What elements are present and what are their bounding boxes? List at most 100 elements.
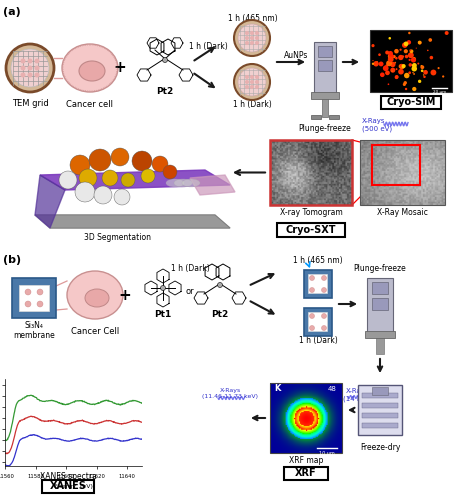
Bar xyxy=(317,46,331,57)
Text: +: + xyxy=(113,60,126,76)
Text: Cancer cell: Cancer cell xyxy=(66,100,113,109)
Text: Cryo-SIM: Cryo-SIM xyxy=(385,97,435,107)
Circle shape xyxy=(309,326,314,330)
Circle shape xyxy=(37,289,43,295)
Circle shape xyxy=(409,50,413,53)
Text: Plunge-freeze: Plunge-freeze xyxy=(298,124,351,133)
Circle shape xyxy=(244,75,248,79)
Text: AuNPs: AuNPs xyxy=(283,50,308,59)
Circle shape xyxy=(384,64,387,67)
Text: K: K xyxy=(273,384,280,393)
Circle shape xyxy=(389,57,391,58)
Circle shape xyxy=(249,85,253,89)
Bar xyxy=(371,282,387,294)
Circle shape xyxy=(398,64,403,68)
Circle shape xyxy=(411,57,415,61)
Bar xyxy=(313,42,335,94)
Circle shape xyxy=(141,169,155,183)
Circle shape xyxy=(401,56,403,58)
Circle shape xyxy=(254,85,258,89)
Circle shape xyxy=(309,288,314,292)
Circle shape xyxy=(244,41,248,45)
Circle shape xyxy=(399,48,401,51)
Circle shape xyxy=(389,68,394,72)
Text: XRF: XRF xyxy=(294,468,316,478)
Circle shape xyxy=(403,42,408,46)
Circle shape xyxy=(388,37,390,40)
Bar xyxy=(317,60,331,71)
Text: 1 h (Dark): 1 h (Dark) xyxy=(188,42,227,51)
Circle shape xyxy=(233,64,269,100)
Circle shape xyxy=(399,65,404,70)
Bar xyxy=(307,312,326,331)
Text: 10 µm: 10 µm xyxy=(318,451,334,456)
Bar xyxy=(375,336,383,354)
Ellipse shape xyxy=(79,61,105,81)
Ellipse shape xyxy=(85,289,109,307)
Bar xyxy=(371,298,387,310)
Text: 48: 48 xyxy=(328,386,336,392)
Circle shape xyxy=(162,165,177,179)
Circle shape xyxy=(429,56,432,59)
Circle shape xyxy=(217,282,222,288)
Ellipse shape xyxy=(174,179,192,187)
Circle shape xyxy=(401,42,407,48)
Circle shape xyxy=(410,58,415,62)
Circle shape xyxy=(387,56,393,62)
Circle shape xyxy=(244,85,248,89)
Circle shape xyxy=(407,72,410,74)
Circle shape xyxy=(249,80,253,84)
Text: 1 h (465 nm): 1 h (465 nm) xyxy=(293,256,342,265)
Circle shape xyxy=(102,170,118,186)
Bar xyxy=(321,97,327,117)
Circle shape xyxy=(441,76,443,78)
Circle shape xyxy=(422,76,425,78)
Polygon shape xyxy=(35,175,65,228)
Circle shape xyxy=(378,62,383,66)
Text: Si₃N₄
membrane: Si₃N₄ membrane xyxy=(13,321,55,340)
Circle shape xyxy=(412,73,414,75)
Circle shape xyxy=(254,75,258,79)
Bar xyxy=(361,413,397,418)
Text: X-ray Tomogram: X-ray Tomogram xyxy=(279,208,342,217)
Circle shape xyxy=(426,50,428,51)
Circle shape xyxy=(411,72,413,74)
Circle shape xyxy=(387,54,393,59)
Circle shape xyxy=(25,289,31,295)
Circle shape xyxy=(420,66,423,69)
Circle shape xyxy=(89,149,111,171)
Bar xyxy=(380,96,440,108)
Bar xyxy=(366,278,392,333)
Bar xyxy=(361,423,397,428)
Circle shape xyxy=(160,286,165,290)
Text: 3D Segmentation: 3D Segmentation xyxy=(84,233,151,242)
Circle shape xyxy=(321,276,326,280)
Circle shape xyxy=(162,58,167,62)
Text: 1 h (Dark): 1 h (Dark) xyxy=(298,336,337,345)
Circle shape xyxy=(373,61,378,66)
Circle shape xyxy=(371,44,374,47)
Circle shape xyxy=(309,276,314,280)
Bar xyxy=(364,331,394,338)
Circle shape xyxy=(411,87,415,91)
Circle shape xyxy=(238,68,265,96)
Circle shape xyxy=(11,49,49,87)
Circle shape xyxy=(244,80,248,84)
Bar xyxy=(269,383,341,453)
Text: X-Rays
(14 keV): X-Rays (14 keV) xyxy=(343,388,372,402)
Circle shape xyxy=(321,326,326,330)
Ellipse shape xyxy=(62,44,118,92)
Circle shape xyxy=(384,70,389,75)
Circle shape xyxy=(408,59,410,61)
Circle shape xyxy=(377,54,380,56)
Text: TEM grid: TEM grid xyxy=(11,99,48,108)
Text: X-Rays
(11.46-11.73 keV): X-Rays (11.46-11.73 keV) xyxy=(202,388,258,399)
Bar xyxy=(359,140,444,205)
Bar xyxy=(283,466,327,479)
Circle shape xyxy=(403,49,407,54)
Bar xyxy=(328,115,338,119)
Circle shape xyxy=(244,36,248,40)
Circle shape xyxy=(20,66,25,70)
Circle shape xyxy=(20,72,25,78)
Circle shape xyxy=(394,75,398,78)
